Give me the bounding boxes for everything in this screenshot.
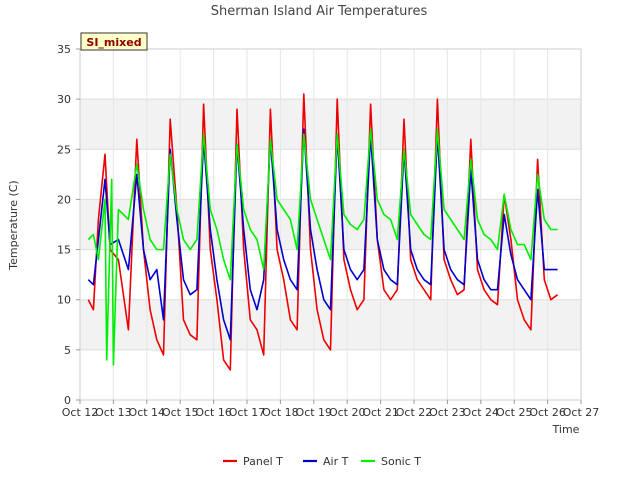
plot-frame [79, 48, 582, 401]
x-tick-label: Oct 15 [162, 406, 199, 419]
legend-label-sonic-t: Sonic T [381, 455, 421, 468]
x-tick-label: Oct 19 [296, 406, 333, 419]
y-tick-label: 10 [57, 294, 71, 307]
x-tick-label: Oct 20 [329, 406, 366, 419]
x-tick-label: Oct 18 [262, 406, 299, 419]
y-tick-label: 35 [57, 43, 71, 56]
annotation-tag: SI_mixed [80, 32, 148, 51]
y-tick-label: 0 [64, 394, 71, 407]
y-tick-label: 15 [57, 244, 71, 257]
x-tick-label: Oct 12 [62, 406, 99, 419]
x-tick-label: Oct 13 [95, 406, 132, 419]
x-tick-label: Oct 14 [129, 406, 166, 419]
plot-band [80, 99, 581, 150]
y-tick-label: 25 [57, 143, 71, 156]
legend: Panel T Air T Sonic T [223, 455, 421, 468]
x-tick-label: Oct 22 [396, 406, 433, 419]
series-line-sonic-t [87, 128, 558, 366]
x-tick-label: Oct 23 [429, 406, 466, 419]
y-tick-label: 20 [57, 193, 71, 206]
x-tick-label: Oct 17 [229, 406, 266, 419]
x-tick-label: Oct 16 [195, 406, 232, 419]
y-axis: 0 5 10 15 20 25 30 35 [57, 43, 80, 407]
x-tick-label: Oct 26 [529, 406, 566, 419]
y-tick-label: 5 [64, 344, 71, 357]
series-group [87, 93, 559, 371]
x-axis-label: Time [552, 423, 580, 436]
x-tick-label: Oct 21 [362, 406, 399, 419]
annotation-text: SI_mixed [86, 36, 141, 49]
y-tick-label: 30 [57, 93, 71, 106]
x-tick-label: Oct 24 [463, 406, 500, 419]
x-tick-label: Oct 25 [496, 406, 533, 419]
chart-title: Sherman Island Air Temperatures [211, 4, 428, 19]
series-line-air-t [87, 128, 558, 341]
legend-label-air-t: Air T [323, 455, 349, 468]
x-tick-label: Oct 27 [563, 406, 600, 419]
legend-label-panel-t: Panel T [243, 455, 283, 468]
annotation-box [80, 32, 148, 51]
y-axis-label: Temperature (C) [7, 180, 20, 270]
